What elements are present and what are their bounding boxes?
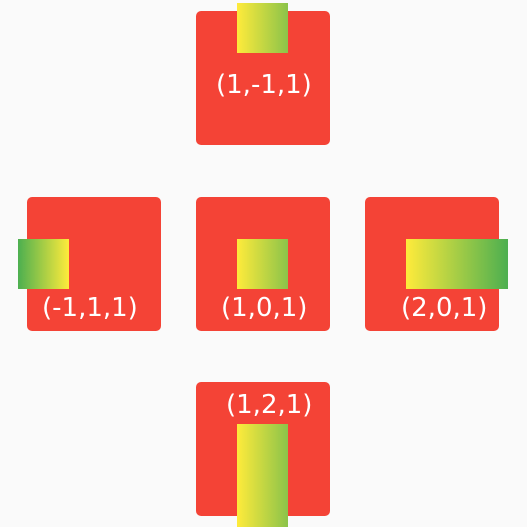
gradient-bar-right: [406, 239, 508, 289]
tile-label-bottom: (1,2,1): [226, 390, 313, 420]
tile-label-top: (1,-1,1): [216, 70, 312, 100]
gradient-bar-left: [18, 239, 69, 289]
tile-left: (-1,1,1): [18, 197, 161, 331]
tile-label-left: (-1,1,1): [42, 293, 138, 323]
gradient-bar-top: [237, 3, 288, 53]
gradient-bar-center: [237, 239, 288, 289]
tile-right: (2,0,1): [365, 197, 508, 331]
gradient-bar-bottom: [237, 424, 288, 527]
tile-label-right: (2,0,1): [401, 293, 488, 323]
tile-center: (1,0,1): [196, 197, 330, 331]
tile-top: (1,-1,1): [196, 3, 330, 145]
tile-bottom: (1,2,1): [196, 382, 330, 527]
tile-label-center: (1,0,1): [221, 293, 308, 323]
